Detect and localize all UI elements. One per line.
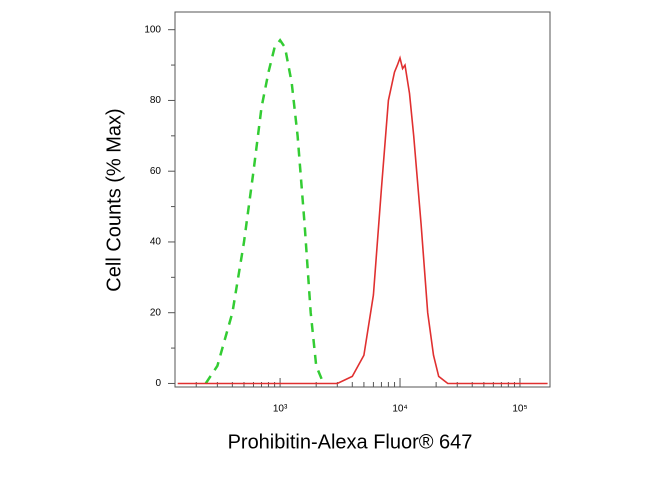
y-tick-label: 60: [150, 166, 162, 177]
x-axis-title: Prohibitin-Alexa Fluor® 647: [228, 431, 473, 453]
y-tick-label: 100: [144, 24, 161, 35]
series-line: [177, 55, 548, 385]
x-tick-label: 10⁴: [392, 404, 407, 415]
x-tick-label: 10⁵: [512, 404, 527, 415]
y-tick-label: 80: [150, 95, 162, 106]
x-tick-label: 10³: [273, 404, 288, 415]
y-tick-label: 0: [155, 378, 161, 389]
plot-frame: [174, 11, 551, 388]
series-line: [204, 38, 325, 385]
y-tick-label: 40: [150, 237, 162, 248]
y-axis-title: Cell Counts (% Max): [103, 108, 125, 291]
y-tick-label: 20: [150, 307, 162, 318]
